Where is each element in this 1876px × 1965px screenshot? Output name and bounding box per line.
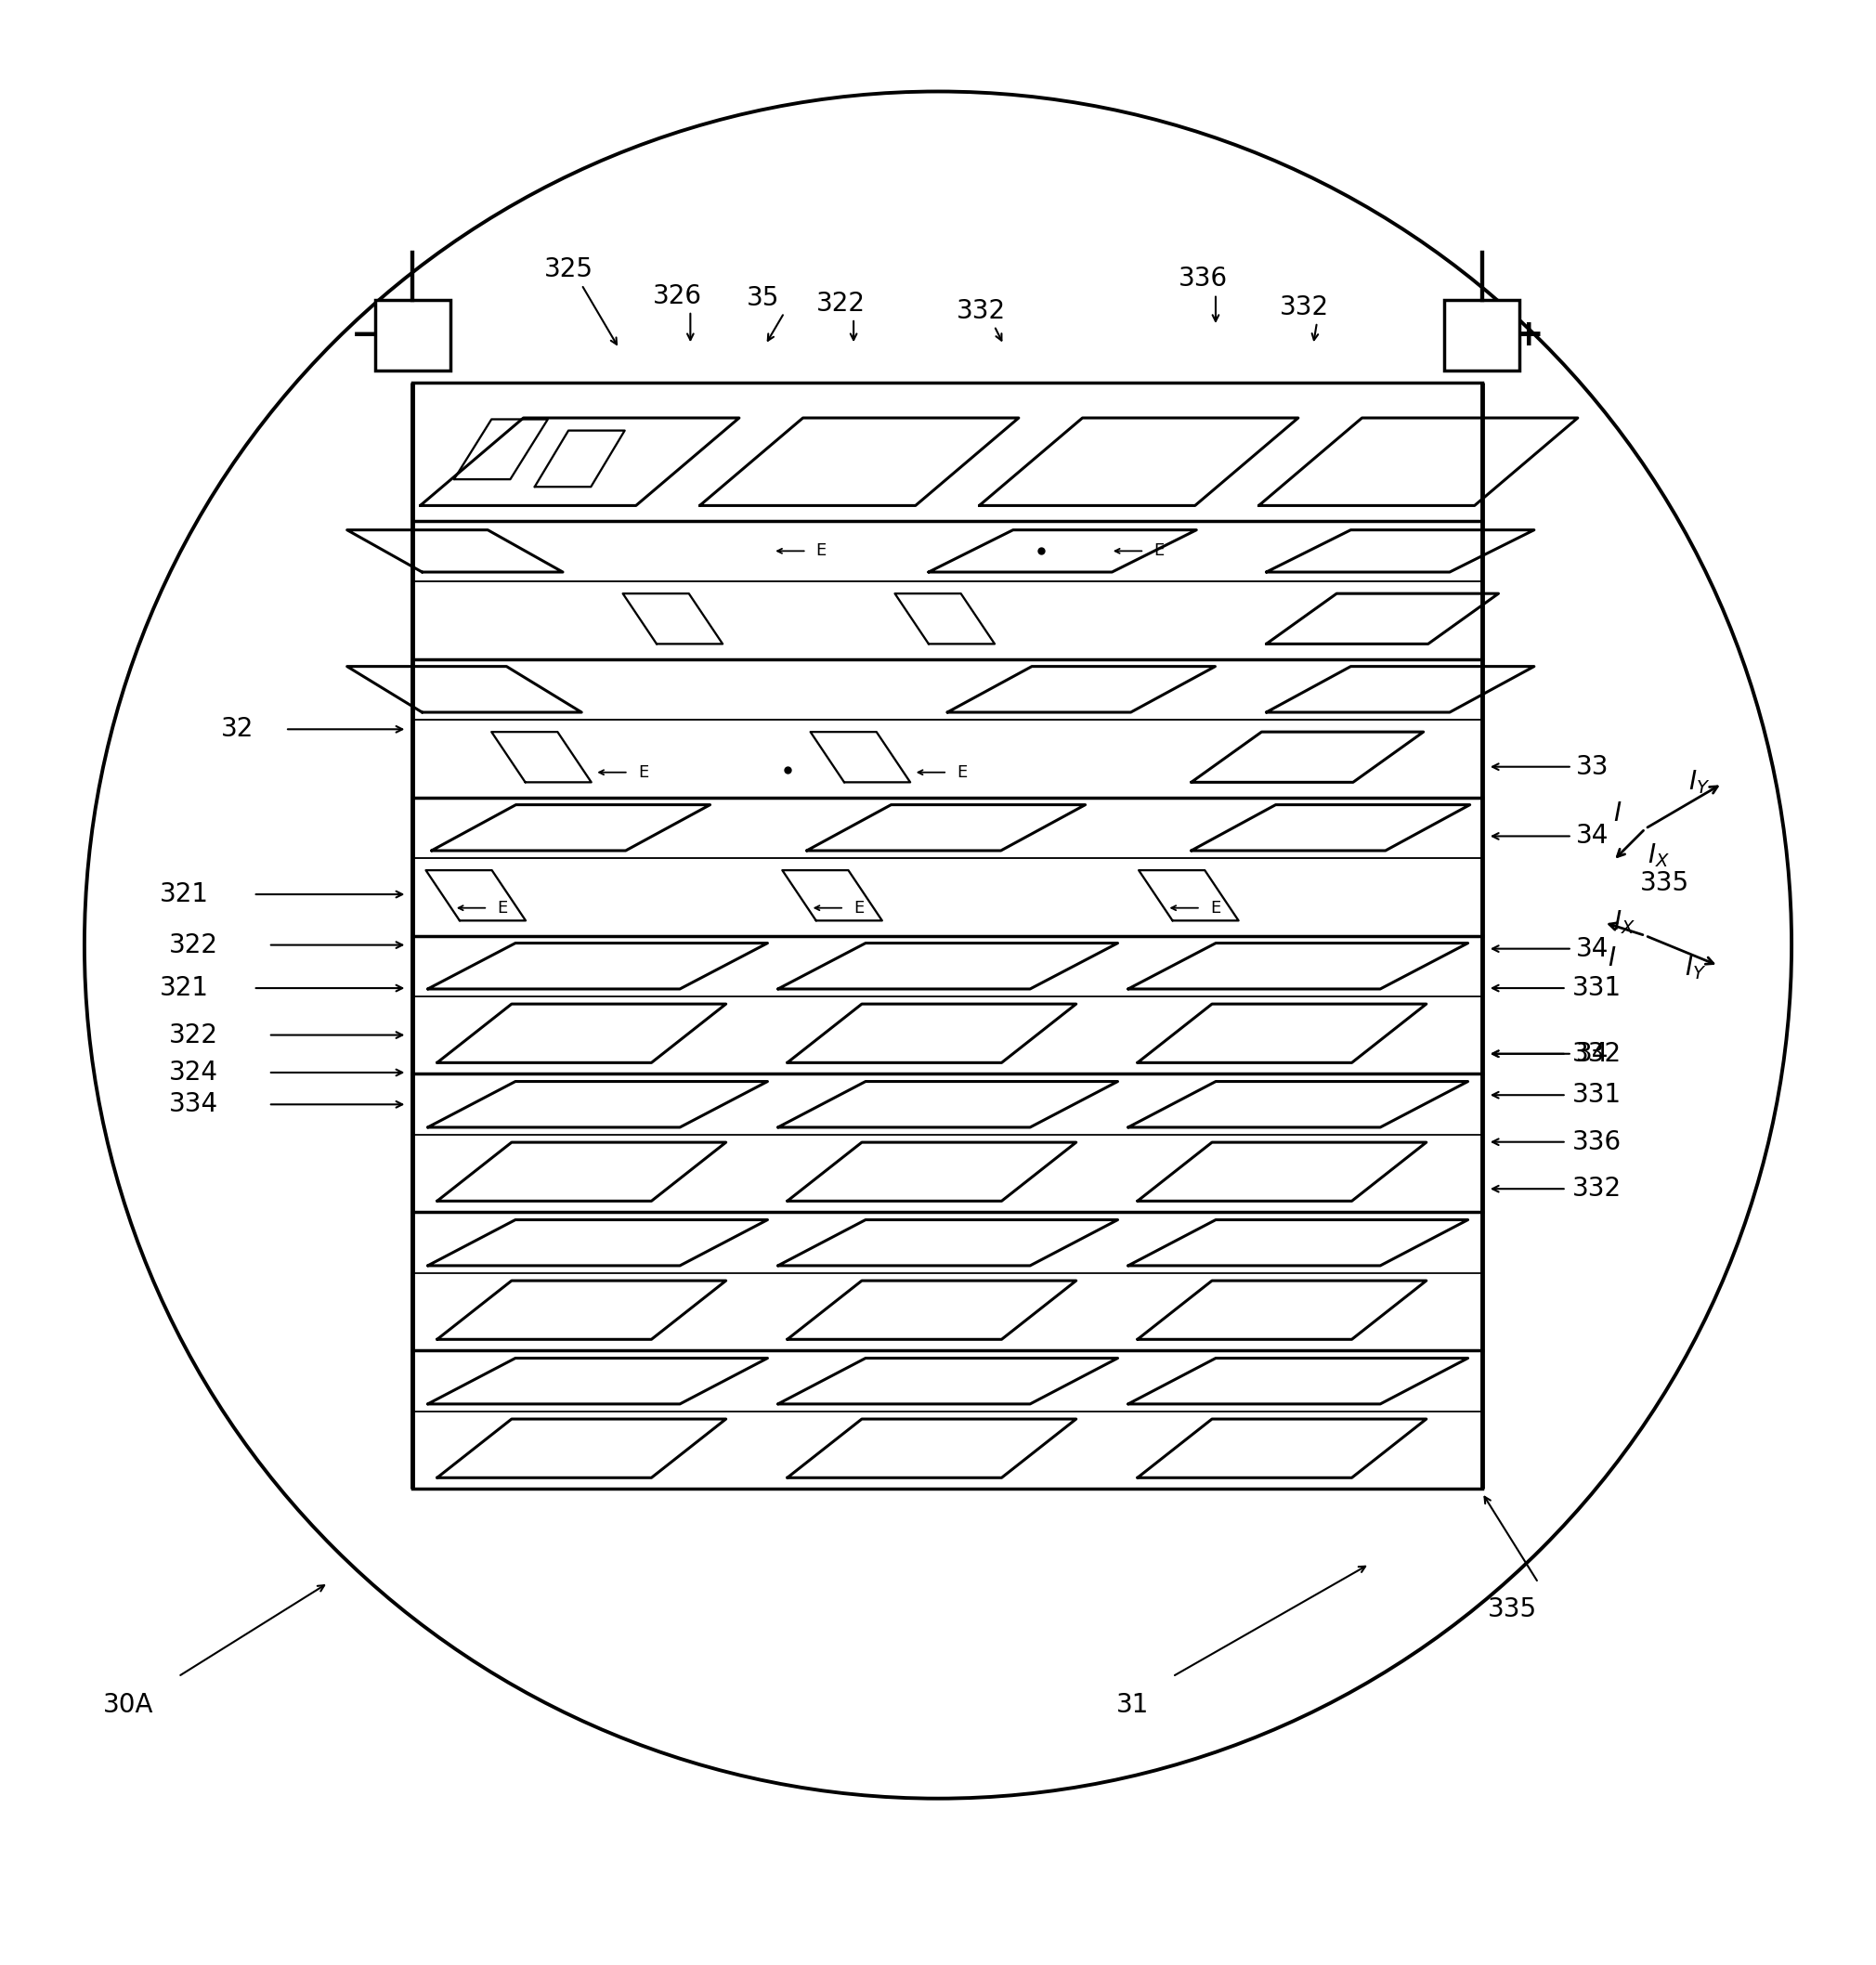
Text: 331: 331	[1572, 1083, 1621, 1108]
Text: 33: 33	[1576, 755, 1610, 780]
Text: $I_Y$: $I_Y$	[1688, 768, 1711, 796]
Text: I: I	[1608, 945, 1615, 971]
Text: 35: 35	[747, 285, 780, 310]
Text: 34: 34	[1576, 1041, 1610, 1067]
Text: 326: 326	[653, 283, 702, 309]
Text: 336: 336	[1572, 1130, 1621, 1155]
Text: 32: 32	[221, 717, 255, 743]
Text: E: E	[1154, 542, 1165, 560]
Text: 322: 322	[816, 291, 865, 316]
Text: 332: 332	[1572, 1175, 1621, 1203]
Text: 321: 321	[159, 882, 208, 908]
Bar	[1445, 301, 1520, 371]
Text: E: E	[957, 764, 968, 780]
Text: 336: 336	[1178, 265, 1227, 293]
Text: 321: 321	[159, 975, 208, 1000]
Text: I: I	[1613, 800, 1621, 827]
Text: E: E	[1210, 900, 1221, 916]
Text: $I_X$: $I_X$	[1647, 841, 1670, 869]
Text: 31: 31	[1116, 1692, 1150, 1717]
Text: 332: 332	[1279, 295, 1328, 320]
Text: 335: 335	[1488, 1596, 1536, 1621]
Text: +: +	[1514, 318, 1544, 354]
Text: 332: 332	[957, 299, 1006, 324]
Text: E: E	[854, 900, 865, 916]
Text: 335: 335	[1640, 870, 1688, 896]
Text: 334: 334	[169, 1091, 218, 1118]
Text: 325: 325	[544, 257, 593, 283]
Text: 322: 322	[169, 931, 218, 959]
Text: 324: 324	[169, 1059, 218, 1085]
Text: −: −	[351, 318, 381, 354]
Text: E: E	[497, 900, 508, 916]
Text: $I_X$: $I_X$	[1613, 908, 1636, 935]
Text: E: E	[638, 764, 649, 780]
Text: E: E	[816, 542, 827, 560]
Text: 331: 331	[1572, 975, 1621, 1000]
Bar	[375, 301, 450, 371]
Text: 30A: 30A	[103, 1692, 154, 1717]
Text: 34: 34	[1576, 823, 1610, 849]
Text: 34: 34	[1576, 935, 1610, 961]
Text: $I_Y$: $I_Y$	[1685, 953, 1707, 981]
Text: 322: 322	[169, 1022, 218, 1047]
Text: 332: 332	[1572, 1041, 1621, 1067]
